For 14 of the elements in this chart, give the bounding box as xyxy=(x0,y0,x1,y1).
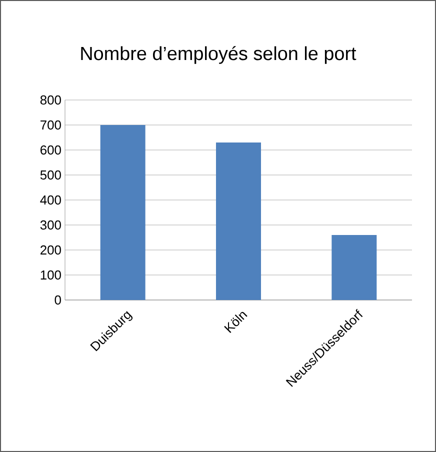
y-tick-label: 500 xyxy=(40,170,61,180)
y-tick-label: 800 xyxy=(40,95,61,105)
y-tick-label: 100 xyxy=(40,270,61,280)
chart-title: Nombre d’employés selon le port xyxy=(81,46,356,64)
y-tick-label: 300 xyxy=(40,220,61,230)
bar xyxy=(216,142,261,300)
x-tick-label: Köln xyxy=(224,312,248,333)
bar xyxy=(100,125,146,300)
bar xyxy=(332,234,377,300)
y-tick-label: 0 xyxy=(54,295,61,305)
y-tick-label: 400 xyxy=(40,195,61,205)
y-tick-label: 600 xyxy=(40,145,61,155)
y-tick-label: 200 xyxy=(40,245,61,255)
y-tick-label: 700 xyxy=(40,120,61,130)
